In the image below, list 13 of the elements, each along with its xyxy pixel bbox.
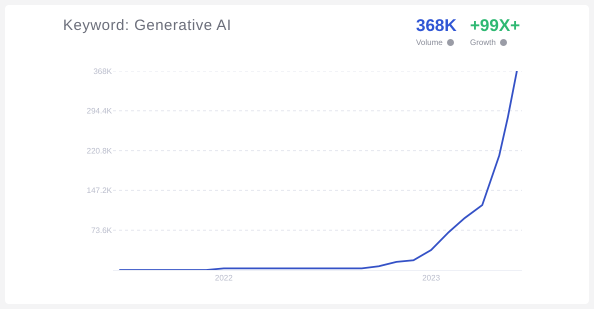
- y-tick-label: 220.8K: [86, 146, 113, 156]
- y-tick-label: 294.4K: [86, 106, 113, 116]
- x-tick-label: 2022: [214, 274, 234, 283]
- y-tick-label: 368K: [93, 66, 113, 76]
- y-tick-label: 147.2K: [86, 186, 113, 196]
- text: 368K: [416, 16, 457, 36]
- x-tick-label: 2023: [422, 274, 441, 283]
- text: Volume: [416, 38, 443, 47]
- chart-title: Keyword: Generative AI: [63, 17, 232, 34]
- line-series: [118, 71, 518, 270]
- text: +99X+: [470, 16, 520, 36]
- text: Growth: [470, 38, 496, 47]
- y-tick-label: 73.6K: [91, 226, 113, 235]
